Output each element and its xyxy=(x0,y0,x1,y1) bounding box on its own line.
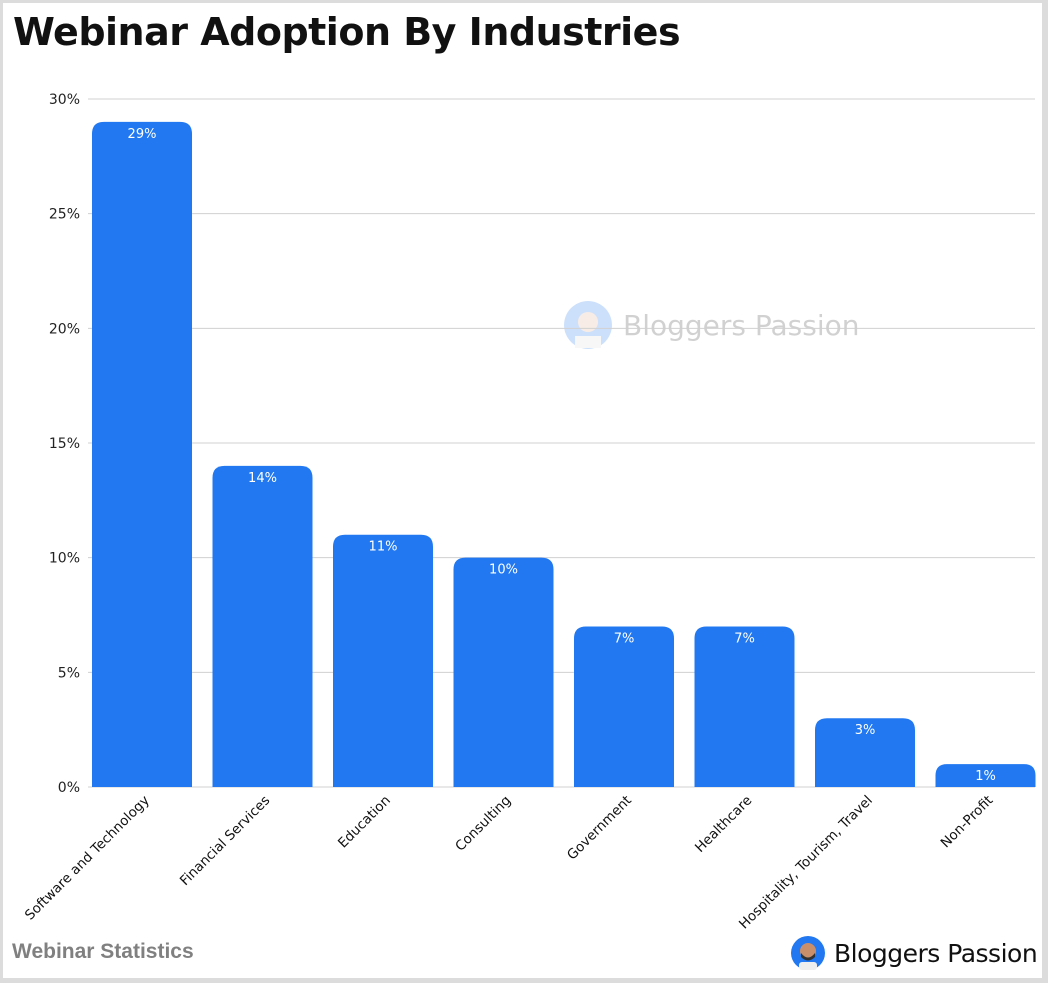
footer-source: Webinar Statistics xyxy=(12,940,194,963)
x-tick-label: Healthcare xyxy=(692,793,755,856)
y-tick-label: 10% xyxy=(49,551,80,567)
bar xyxy=(574,626,674,787)
brand-logo: Bloggers Passion xyxy=(790,935,1038,971)
data-label: 11% xyxy=(369,540,398,555)
x-tick-label: Non-Profit xyxy=(938,793,997,852)
bar xyxy=(453,557,554,787)
x-tick-label: Education xyxy=(335,793,394,852)
avatar-icon xyxy=(564,301,612,349)
bar xyxy=(694,626,795,787)
bar xyxy=(815,718,915,787)
x-tick-label: Hospitality, Tourism, Travel xyxy=(736,793,876,933)
data-label: 1% xyxy=(975,769,996,784)
y-tick-label: 0% xyxy=(58,780,80,796)
x-tick-label: Consulting xyxy=(452,793,514,855)
y-tick-label: 15% xyxy=(49,436,80,452)
data-label: 29% xyxy=(128,127,157,142)
data-label: 3% xyxy=(855,723,876,738)
data-label: 7% xyxy=(734,631,755,646)
bar xyxy=(92,121,192,787)
data-label: 10% xyxy=(489,563,518,578)
x-tick-label: Government xyxy=(564,793,635,864)
bar xyxy=(935,764,1036,787)
chart-title: Webinar Adoption By Industries xyxy=(13,10,681,54)
watermark: Bloggers Passion xyxy=(563,300,860,350)
x-tick-label: Software and Technology xyxy=(22,793,153,924)
bar xyxy=(212,465,313,787)
y-tick-label: 5% xyxy=(58,665,80,681)
y-tick-label: 25% xyxy=(49,207,80,223)
watermark-text: Bloggers Passion xyxy=(623,308,860,342)
y-tick-label: 30% xyxy=(49,92,80,108)
y-tick-label: 20% xyxy=(49,321,80,337)
x-tick-label: Financial Services xyxy=(177,793,273,889)
avatar-icon xyxy=(791,936,825,970)
data-label: 14% xyxy=(248,471,277,486)
bar xyxy=(333,534,433,787)
brand-name: Bloggers Passion xyxy=(834,938,1038,968)
data-label: 7% xyxy=(614,631,635,646)
